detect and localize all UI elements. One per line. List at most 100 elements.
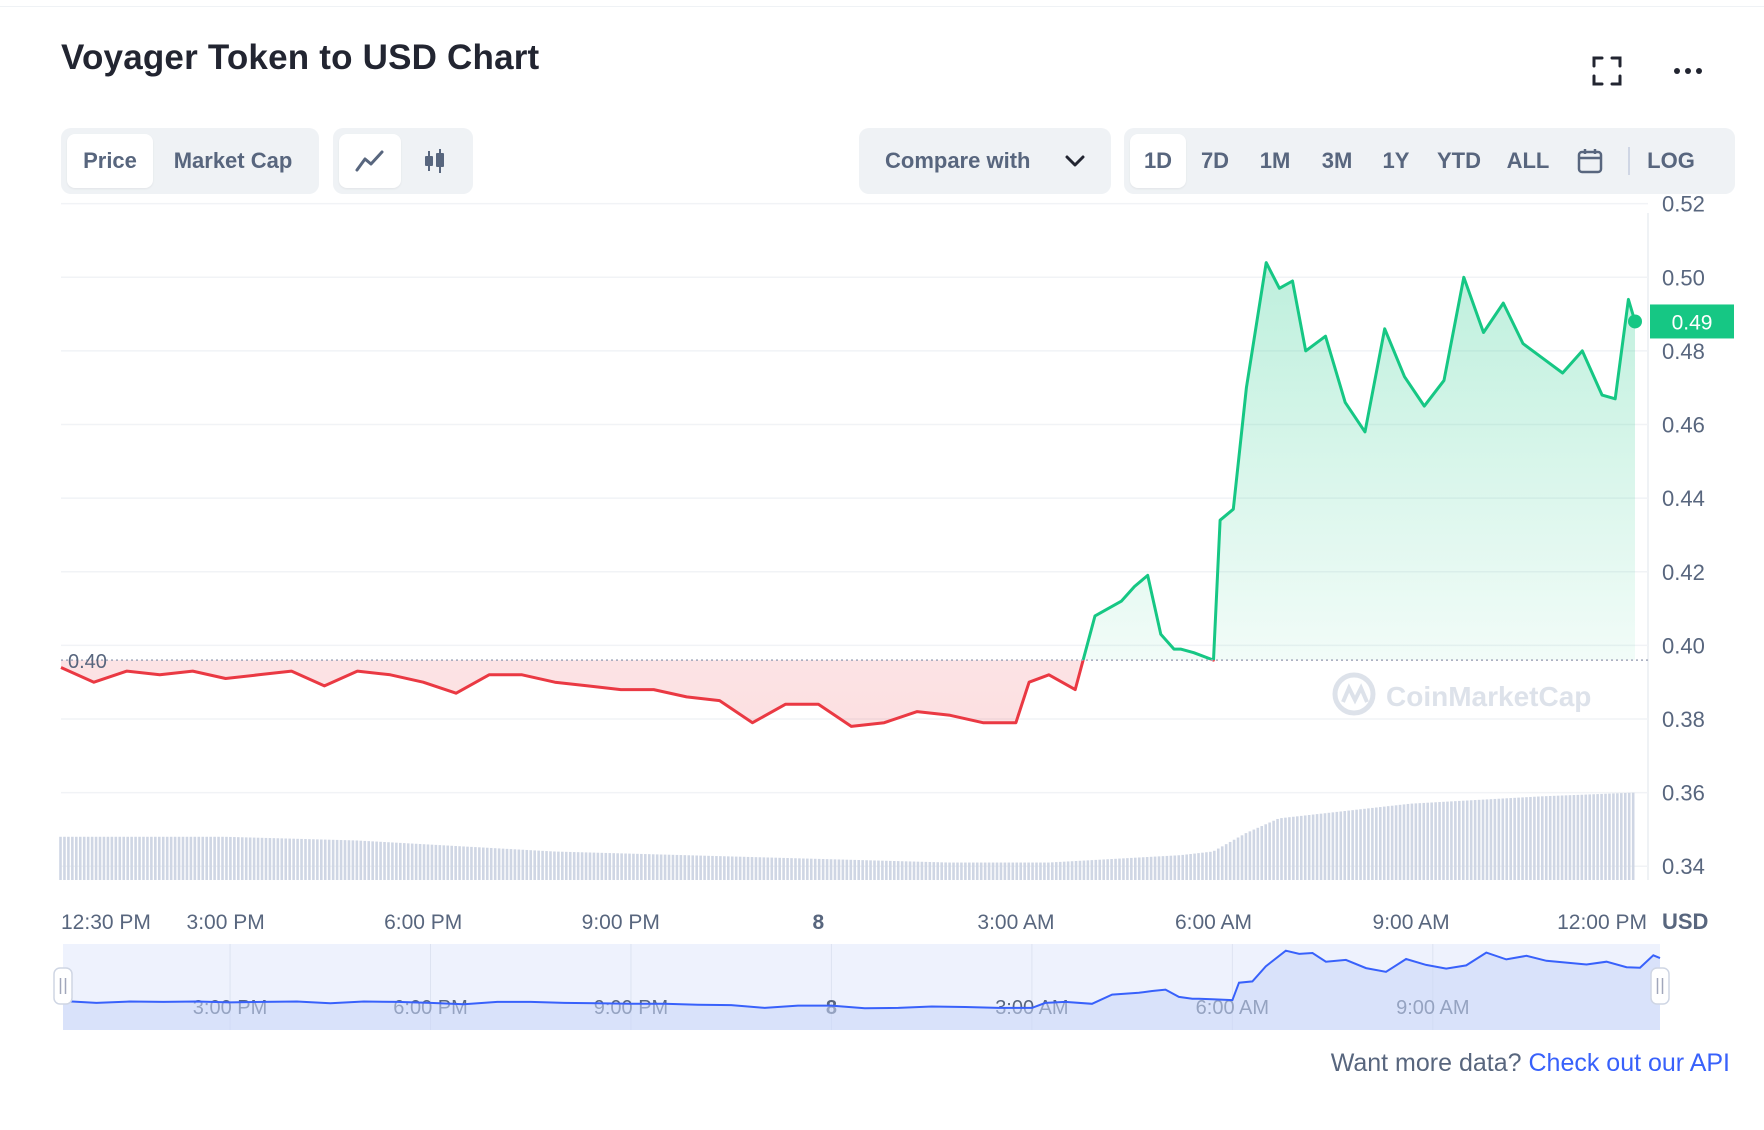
log-scale-toggle[interactable]: LOG: [1647, 148, 1695, 173]
volume-bar: [699, 855, 702, 880]
x-tick-label: 12:00 PM: [1557, 911, 1647, 934]
volume-bar: [904, 861, 908, 880]
volume-bar: [391, 842, 394, 880]
volume-bar: [1343, 811, 1347, 880]
navigator-area: [63, 950, 1660, 1030]
volume-bar: [1098, 859, 1102, 880]
volume-bar: [177, 836, 181, 880]
volume-bar: [146, 836, 149, 880]
volume-bar: [845, 859, 849, 880]
volume-bar: [1529, 796, 1532, 880]
volume-bar: [438, 845, 442, 880]
compare-with-dropdown[interactable]: Compare with: [859, 128, 1111, 194]
volume-bar: [1078, 860, 1082, 880]
market-cap-tab[interactable]: Market Cap: [173, 148, 293, 173]
calendar-icon[interactable]: [1562, 134, 1618, 188]
volume-bar: [572, 852, 576, 880]
volume-bar: [1600, 793, 1603, 880]
volume-bar: [1296, 816, 1299, 880]
volume-bar: [418, 844, 422, 880]
price-area-up: [61, 262, 1635, 661]
volume-bar: [497, 848, 501, 880]
volume-bar: [197, 836, 201, 880]
more-options-icon[interactable]: [1665, 48, 1711, 94]
volume-bar: [1560, 795, 1564, 880]
range-ytd[interactable]: YTD: [1437, 148, 1481, 173]
volume-bar: [371, 841, 374, 880]
volume-bar: [726, 856, 730, 880]
volume-bar: [181, 836, 185, 880]
volume-bar: [644, 854, 647, 880]
volume-bar: [1473, 800, 1477, 880]
volume-bar: [896, 861, 900, 880]
volume-bar: [134, 836, 137, 880]
volume-bar: [1051, 862, 1054, 880]
volume-bar: [82, 836, 86, 880]
y-tick-label: 0.48: [1662, 339, 1705, 364]
volume-bar: [1442, 801, 1445, 880]
volume-bar: [395, 842, 398, 880]
volume-bar: [1517, 797, 1520, 880]
volume-bar: [1023, 862, 1026, 880]
volume-bar: [1572, 795, 1576, 880]
range-1m[interactable]: 1M: [1259, 148, 1291, 173]
volume-bar: [691, 855, 695, 880]
api-link[interactable]: Check out our API: [1528, 1049, 1730, 1077]
volume-bar: [355, 840, 359, 880]
volume-bar: [715, 856, 718, 880]
volume-bar: [1556, 795, 1560, 880]
volume-bar: [316, 839, 319, 880]
navigator-right-handle[interactable]: [1650, 967, 1670, 1005]
volume-bar: [1540, 796, 1544, 880]
volume-bar: [414, 843, 418, 880]
range-3m[interactable]: 3M: [1321, 148, 1353, 173]
volume-bar: [806, 858, 809, 880]
volume-bar: [130, 836, 133, 880]
volume-bar: [636, 853, 639, 880]
volume-bar: [916, 861, 920, 880]
volume-bar: [1339, 811, 1343, 880]
volume-bar: [165, 836, 169, 880]
volume-bar: [1220, 846, 1224, 880]
y-tick-label: 0.36: [1662, 781, 1705, 806]
volume-bar: [920, 861, 924, 880]
volume-bar: [1363, 808, 1366, 880]
range-1d[interactable]: 1D: [1130, 134, 1186, 188]
volume-bar: [430, 844, 434, 880]
volume-bar: [659, 854, 663, 880]
range-1y[interactable]: 1Y: [1382, 148, 1410, 173]
volume-bar: [379, 841, 382, 880]
volume-bar: [185, 836, 189, 880]
volume-bar: [553, 851, 556, 880]
volume-bar: [513, 849, 517, 880]
range-7d[interactable]: 7D: [1200, 148, 1230, 173]
volume-bar: [470, 846, 473, 880]
range-all[interactable]: ALL: [1506, 148, 1550, 173]
price-tab[interactable]: Price: [67, 134, 153, 188]
volume-bar: [1201, 852, 1204, 880]
line-chart-icon[interactable]: [339, 134, 401, 188]
volume-bar: [264, 837, 268, 880]
volume-bar: [1493, 798, 1497, 880]
volume-bar: [1371, 807, 1374, 880]
volume-bar: [237, 837, 240, 880]
api-promo: Want more data? Check out our API: [1331, 1049, 1730, 1078]
navigator-left-handle[interactable]: [53, 967, 73, 1005]
volume-bar: [1465, 800, 1469, 880]
volume-bar: [118, 836, 122, 880]
volume-bar: [1209, 851, 1212, 880]
candlestick-icon[interactable]: [401, 134, 467, 188]
volume-bar: [588, 852, 592, 880]
volume-bar: [1355, 809, 1358, 880]
x-tick-label: 12:30 PM: [61, 911, 151, 934]
volume-bar: [612, 853, 616, 880]
volume-bar: [1153, 856, 1157, 880]
volume-bar: [126, 836, 129, 880]
volume-bar: [667, 854, 671, 880]
top-divider: [0, 6, 1764, 7]
volume-bar: [1039, 862, 1042, 880]
fullscreen-icon[interactable]: [1584, 48, 1630, 94]
volume-bar: [229, 836, 232, 880]
